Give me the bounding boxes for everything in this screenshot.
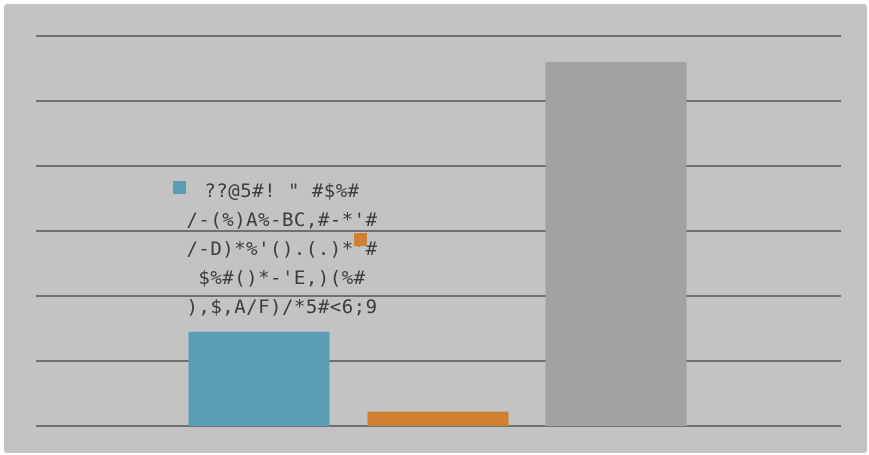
bar-chart: ??@5#! " #$%# /-(%)A%-BC,#-*'# /-D)*%'().(… bbox=[36, 35, 841, 427]
legend-marker bbox=[354, 233, 367, 246]
legend-label: /-(%)A%-BC,#-*'# bbox=[186, 209, 377, 231]
legend: ??@5#! " #$%# /-(%)A%-BC,#-*'# /-D)*%'().(… bbox=[173, 180, 377, 318]
legend-label: ),$,A/F)/*5#<6;9 bbox=[186, 296, 377, 318]
legend-marker bbox=[173, 181, 186, 194]
legend-label: ??@5#! " #$%# bbox=[204, 180, 359, 202]
legend-label: $%#()*-'E,)(%# bbox=[198, 267, 365, 289]
bar bbox=[367, 411, 509, 426]
bar bbox=[545, 62, 687, 426]
chart-frame: ??@5#! " #$%# /-(%)A%-BC,#-*'# /-D)*%'().(… bbox=[4, 4, 867, 453]
gridlines bbox=[36, 35, 841, 427]
bars bbox=[188, 62, 687, 426]
bar bbox=[188, 331, 330, 426]
legend-label: /-D)*%'().(.)*'# bbox=[186, 238, 377, 260]
